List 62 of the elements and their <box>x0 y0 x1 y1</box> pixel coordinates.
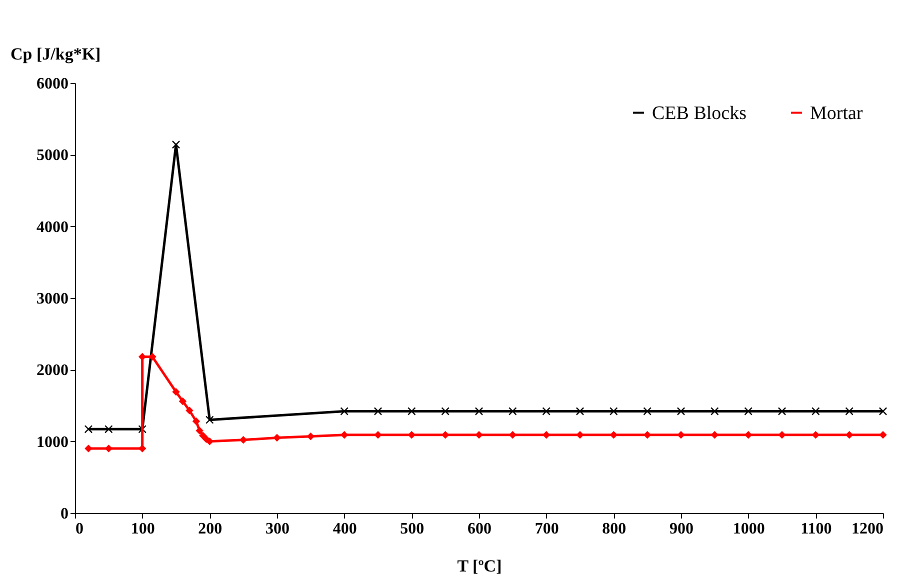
point <box>677 431 685 439</box>
x-axis-title: T [ºC] <box>457 556 502 576</box>
point <box>178 397 187 406</box>
x-tick-label: 800 <box>602 520 626 538</box>
point <box>196 426 204 434</box>
point <box>744 407 752 416</box>
point <box>206 416 214 424</box>
x-tick-label: 1200 <box>852 520 884 538</box>
point <box>138 425 146 434</box>
x-tick-label: 300 <box>266 520 290 538</box>
point <box>84 425 93 434</box>
x-tick-label: 400 <box>332 520 357 538</box>
point <box>104 425 113 434</box>
legend-label: CEB Blocks <box>652 102 746 124</box>
y-tick-label: 5000 <box>36 147 68 164</box>
point <box>508 407 517 416</box>
point <box>610 407 618 416</box>
point <box>172 388 180 396</box>
point <box>778 431 786 439</box>
x-tick-label: 700 <box>534 520 559 538</box>
x-tick-label: 1100 <box>800 520 832 538</box>
x-tick-label: 0 <box>76 520 84 538</box>
point <box>172 140 180 149</box>
point <box>878 407 888 416</box>
point <box>408 407 416 416</box>
legend-label: Mortar <box>810 102 864 124</box>
x-tick-label: 1000 <box>732 520 765 538</box>
point <box>374 407 382 416</box>
point <box>576 431 584 439</box>
y-tick-label: 3000 <box>36 290 68 308</box>
y-tick-label: 0 <box>60 506 68 522</box>
x-tick-label: 100 <box>130 520 155 538</box>
point <box>474 407 484 416</box>
x-tick-label: 600 <box>468 520 492 538</box>
point <box>475 431 483 439</box>
point <box>374 431 382 439</box>
x-tick-label: 900 <box>670 520 694 538</box>
point <box>812 407 820 416</box>
y-tick-label: 4000 <box>36 218 68 236</box>
point <box>273 434 281 442</box>
point <box>192 417 200 426</box>
point <box>239 436 248 444</box>
point <box>845 407 854 416</box>
y-axis-title: Cp [J/kg*K] <box>10 44 101 64</box>
point <box>676 407 686 416</box>
y-tick-label: 2000 <box>36 362 68 380</box>
point <box>576 407 584 416</box>
y-tick-label: 6000 <box>36 76 68 92</box>
point <box>148 352 156 361</box>
point <box>542 407 550 416</box>
point <box>84 444 92 452</box>
x-tick-label: 200 <box>198 520 222 538</box>
point <box>441 407 450 416</box>
point <box>879 431 887 439</box>
point <box>643 407 652 416</box>
x-tick-label: 500 <box>400 520 424 538</box>
point <box>710 407 719 416</box>
point <box>340 431 348 439</box>
point <box>186 406 194 414</box>
point <box>778 407 786 416</box>
point <box>340 407 348 416</box>
y-tick-label: 1000 <box>36 434 68 451</box>
